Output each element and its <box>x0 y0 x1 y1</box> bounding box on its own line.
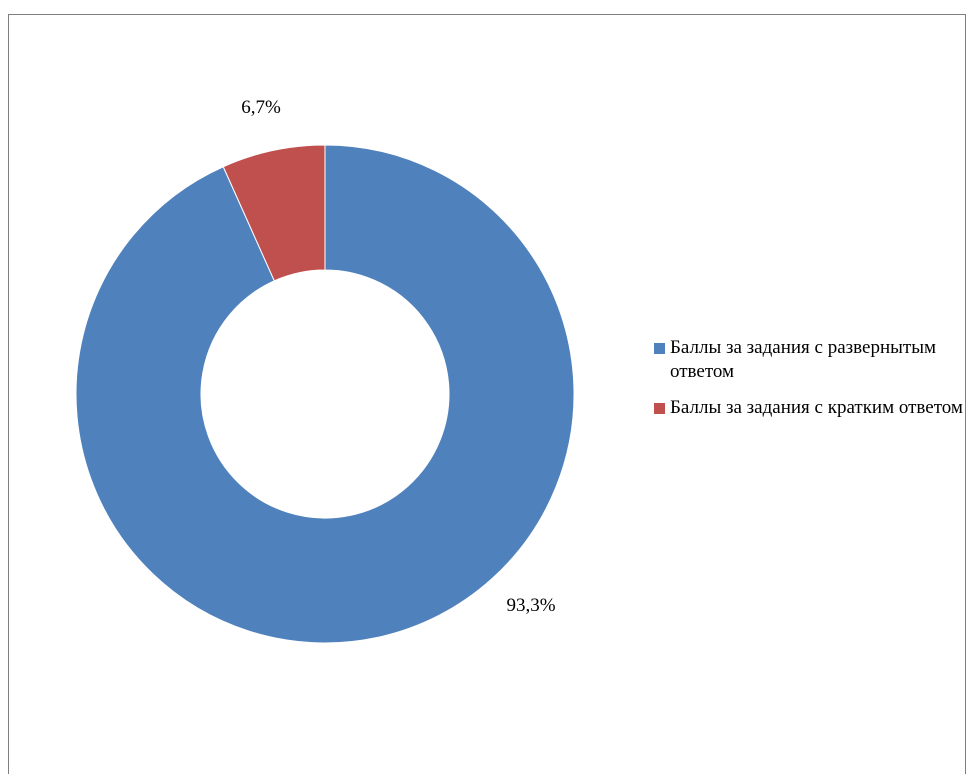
chart-frame <box>8 14 966 774</box>
legend-swatch-extended-answer <box>654 343 665 354</box>
slice-0 <box>75 144 575 644</box>
data-label-1: 6,7% <box>241 97 281 118</box>
legend-swatch-short-answer <box>654 403 665 414</box>
legend: Баллы за задания с развернытым ответом Б… <box>654 336 966 432</box>
chart-slices <box>75 144 575 644</box>
legend-item-extended-answer: Баллы за задания с развернытым ответом <box>654 336 966 384</box>
chart-data-labels: 93,3% 6,7% <box>241 97 556 616</box>
legend-label-extended-answer: Баллы за задания с развернытым ответом <box>670 337 936 382</box>
data-label-0: 93,3% <box>506 595 555 616</box>
slice-1 <box>222 144 326 282</box>
legend-label-short-answer: Баллы за задания с кратким ответом <box>670 397 963 418</box>
legend-item-short-answer: Баллы за задания с кратким ответом <box>654 396 966 420</box>
